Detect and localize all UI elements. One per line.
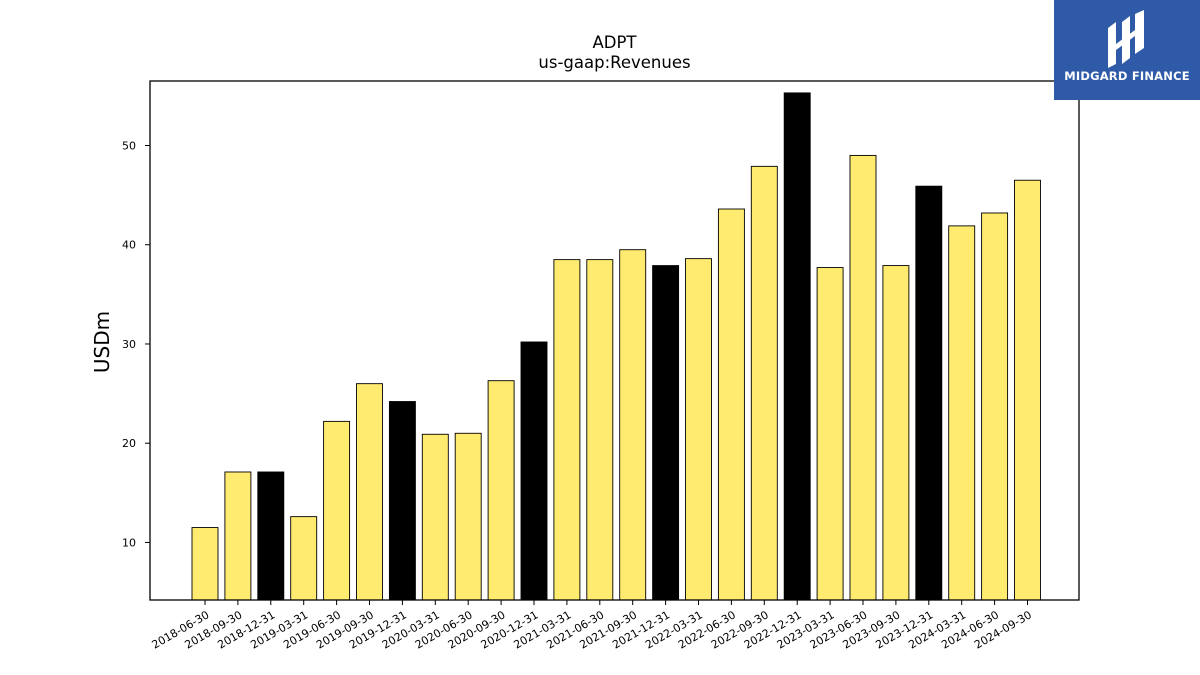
chart-title: ADPT: [592, 33, 637, 52]
bar: [750, 165, 778, 601]
bar: [652, 265, 680, 601]
y-tick-label: 50: [122, 140, 136, 153]
bar: [520, 341, 548, 601]
bar: [849, 154, 877, 601]
bar: [191, 527, 219, 601]
y-tick-label: 40: [122, 239, 136, 252]
bar: [717, 208, 745, 601]
logo-text: MIDGARD FINANCE: [1064, 69, 1190, 83]
bar-series: [191, 92, 1041, 601]
logo-mark-icon: [1108, 10, 1144, 68]
bar: [323, 420, 351, 601]
bar: [981, 212, 1009, 601]
bar: [882, 265, 910, 601]
bar: [685, 258, 712, 601]
bar: [356, 383, 383, 601]
midgard-finance-logo: MIDGARD FINANCE: [1054, 0, 1200, 100]
bar: [948, 225, 976, 601]
bar: [783, 92, 811, 601]
chart-subtitle: us-gaap:Revenues: [538, 53, 690, 72]
bar: [487, 380, 515, 601]
y-axis: 10 20 30 40 50: [122, 140, 150, 549]
y-tick-label: 10: [122, 536, 136, 549]
plot-frame: [149, 80, 1080, 601]
bar: [816, 267, 844, 601]
bar: [915, 185, 943, 601]
bar: [257, 471, 285, 601]
y-tick-label: 20: [122, 437, 136, 450]
y-tick-label: 30: [122, 338, 136, 351]
bar: [586, 259, 614, 601]
bar: [553, 259, 581, 601]
x-axis: 2018-06-302018-09-302018-12-312019-03-31…: [150, 600, 1034, 652]
bar: [290, 516, 318, 601]
bar: [421, 433, 449, 601]
bar: [619, 249, 647, 601]
bar: [224, 471, 252, 601]
bar: [454, 432, 482, 601]
bar: [1014, 179, 1041, 601]
bar: [388, 401, 416, 601]
y-axis-label: USDm: [90, 311, 114, 373]
